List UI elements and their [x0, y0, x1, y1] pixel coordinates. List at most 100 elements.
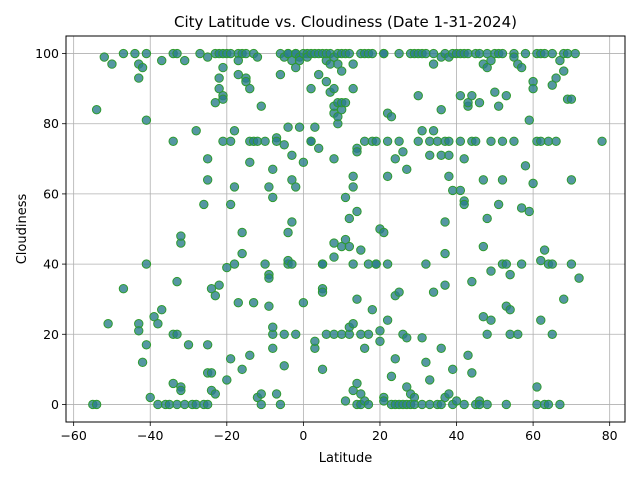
data-point: [566, 175, 577, 185]
data-point: [551, 73, 561, 83]
data-point: [486, 266, 496, 276]
data-point: [394, 287, 404, 297]
data-point: [501, 259, 512, 269]
data-point: [214, 73, 224, 83]
data-point: [543, 399, 554, 410]
data-point: [222, 375, 232, 385]
data-point: [463, 350, 473, 361]
data-point: [413, 136, 423, 146]
data-point: [532, 399, 542, 410]
data-point: [179, 55, 190, 66]
data-point: [298, 157, 309, 168]
data-point: [444, 171, 454, 182]
data-point: [214, 280, 224, 290]
data-point: [379, 396, 389, 406]
data-point: [547, 80, 557, 90]
data-point: [413, 90, 423, 101]
data-point: [279, 140, 289, 150]
data-point: [436, 150, 446, 161]
data-point: [444, 150, 454, 161]
data-point: [317, 287, 328, 297]
data-point: [402, 382, 412, 392]
data-point: [436, 399, 446, 410]
data-point: [344, 48, 355, 59]
data-point: [470, 136, 481, 146]
data-point: [245, 157, 255, 168]
data-point: [474, 48, 485, 59]
data-point: [536, 255, 546, 266]
data-point: [493, 101, 504, 111]
data-point: [237, 364, 247, 375]
data-point: [222, 262, 232, 273]
data-point: [287, 150, 297, 161]
y-tick-label: 0: [51, 397, 59, 412]
data-point: [509, 136, 519, 146]
data-point: [294, 122, 305, 132]
data-point: [168, 136, 178, 146]
data-point: [264, 182, 274, 192]
data-point: [233, 55, 243, 66]
data-point: [291, 182, 301, 192]
data-point: [478, 175, 489, 185]
x-axis-ticks: −60 −40 −20 0 20 40 60 80: [60, 422, 618, 443]
data-point: [402, 164, 412, 175]
data-point: [141, 48, 152, 59]
x-tick-label: −40: [137, 428, 163, 443]
data-point: [298, 297, 309, 308]
data-point: [516, 203, 527, 213]
data-point: [425, 136, 435, 146]
data-point: [179, 399, 190, 410]
data-point: [118, 48, 129, 59]
data-point: [271, 389, 282, 399]
data-point: [440, 217, 450, 227]
data-point: [202, 175, 213, 185]
data-point: [440, 248, 450, 259]
data-point: [520, 48, 531, 59]
data-point: [229, 126, 240, 136]
data-point: [172, 329, 182, 339]
data-point: [229, 182, 240, 192]
data-point: [348, 59, 358, 69]
data-point: [118, 283, 129, 294]
data-point: [379, 227, 389, 238]
data-point: [363, 329, 374, 339]
data-point: [275, 69, 286, 80]
data-point: [482, 62, 492, 73]
data-point: [275, 399, 286, 410]
data-point: [463, 48, 473, 59]
data-point: [225, 199, 236, 210]
data-point: [287, 259, 297, 269]
data-point: [509, 52, 519, 62]
data-point: [218, 136, 228, 146]
data-point: [352, 206, 362, 217]
data-point: [386, 371, 397, 382]
data-point: [428, 48, 439, 59]
data-point: [352, 378, 362, 389]
data-point: [168, 378, 178, 389]
data-point: [428, 287, 439, 297]
data-point: [562, 48, 573, 59]
data-point: [130, 48, 140, 59]
data-point: [486, 136, 496, 146]
data-point: [206, 368, 217, 378]
data-point: [375, 336, 385, 346]
data-point: [348, 182, 358, 192]
data-point: [451, 396, 462, 406]
data-point: [241, 76, 251, 87]
data-point: [260, 136, 270, 146]
data-point: [467, 368, 477, 378]
data-point: [367, 48, 378, 59]
data-point: [321, 76, 332, 87]
data-point: [283, 227, 293, 238]
data-point: [214, 83, 224, 94]
data-point: [268, 192, 278, 203]
data-point: [421, 259, 431, 269]
y-tick-label: 20: [43, 327, 59, 342]
data-point: [237, 227, 247, 238]
data-point: [218, 94, 228, 104]
data-point: [287, 217, 297, 227]
data-point: [310, 122, 320, 132]
x-tick-label: 40: [449, 428, 465, 443]
data-point: [459, 154, 469, 164]
